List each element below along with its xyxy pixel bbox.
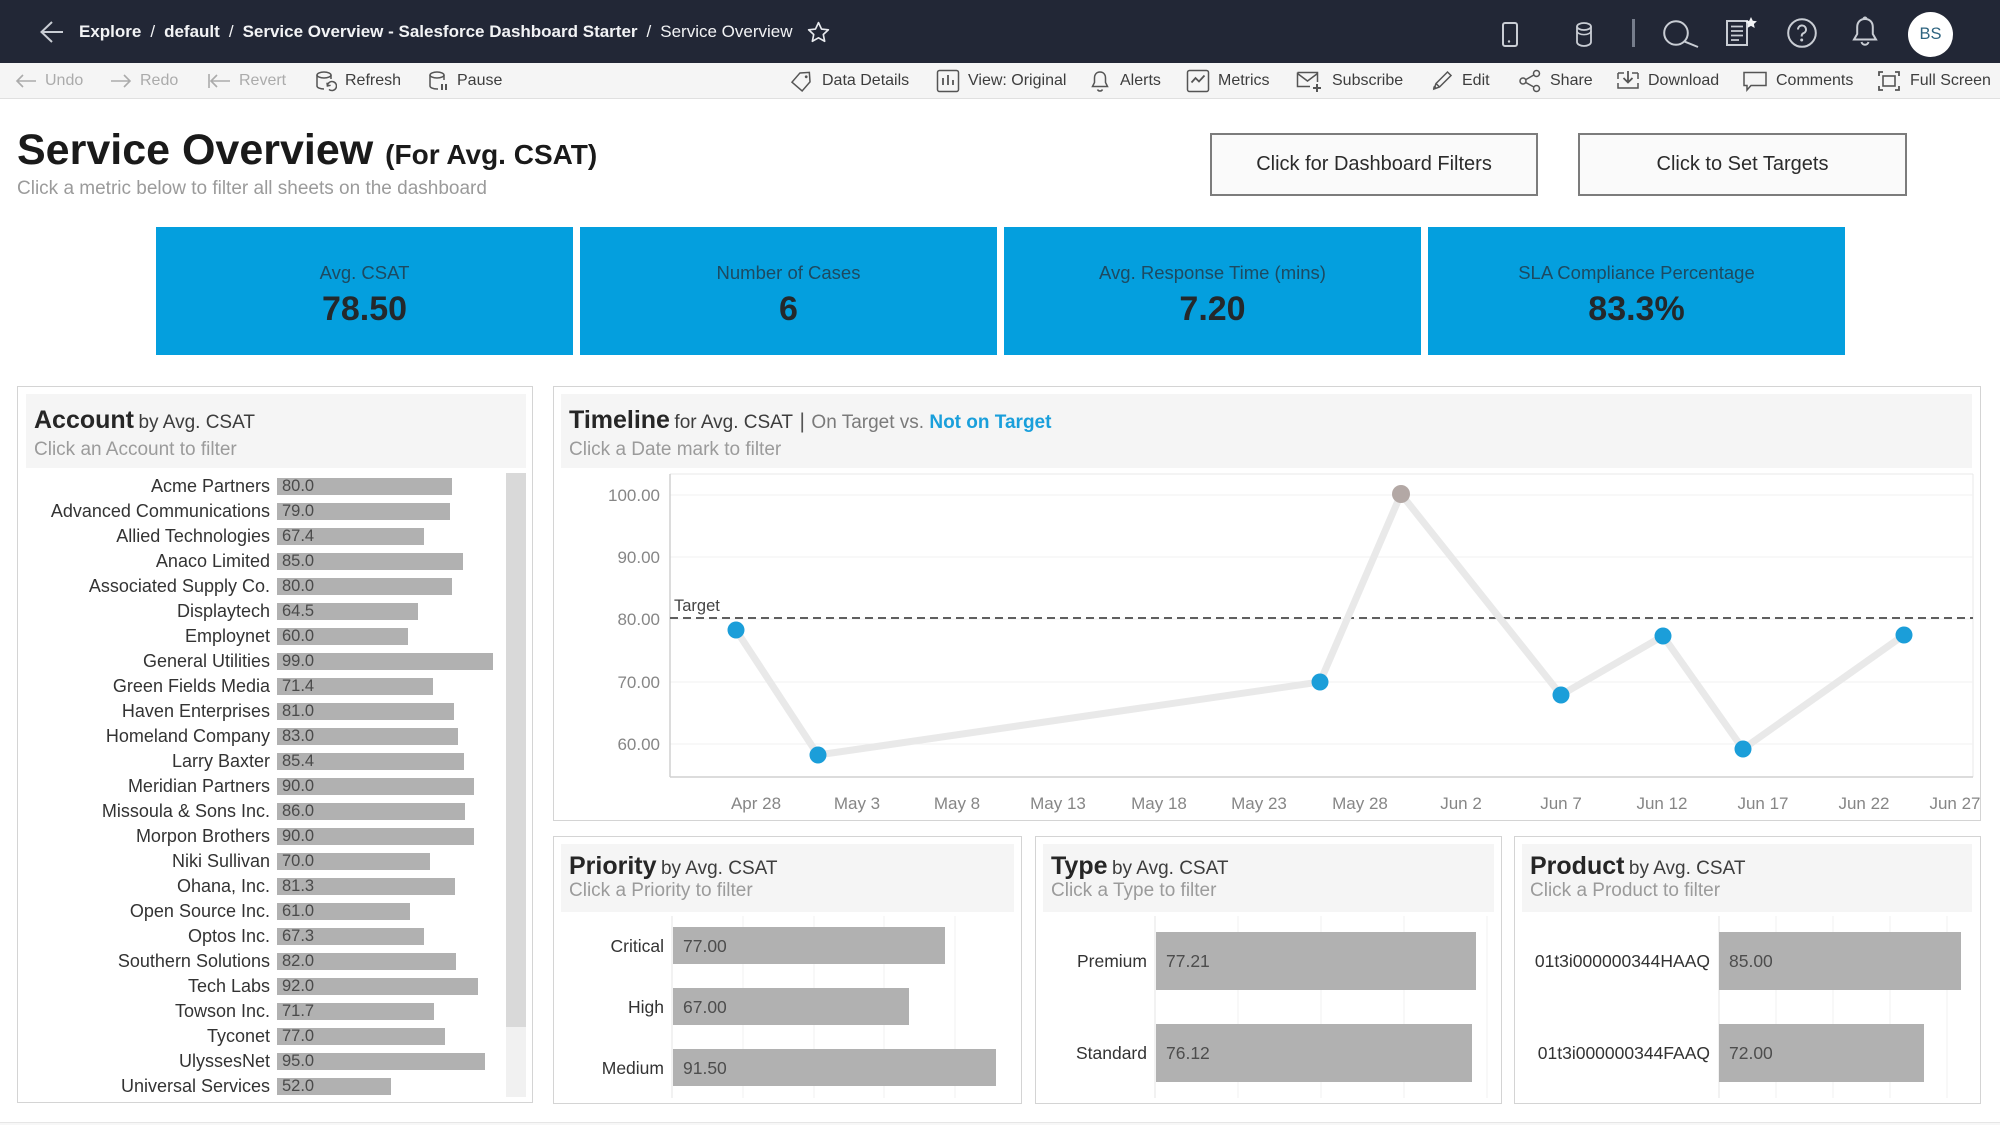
svg-text:Jun 12: Jun 12 (1636, 794, 1687, 813)
svg-text:77.21: 77.21 (1166, 951, 1210, 971)
svg-text:Premium: Premium (1077, 951, 1147, 971)
svg-text:01t3i000000344FAAQ: 01t3i000000344FAAQ (1538, 1043, 1710, 1063)
svg-text:77.00: 77.00 (683, 936, 727, 956)
svg-text:May 28: May 28 (1332, 794, 1388, 813)
svg-text:Standard: Standard (1076, 1043, 1147, 1063)
svg-text:Apr 28: Apr 28 (731, 794, 781, 813)
svg-text:Jun 27: Jun 27 (1929, 794, 1980, 813)
svg-text:76.12: 76.12 (1166, 1043, 1210, 1063)
svg-text:90.00: 90.00 (617, 548, 660, 567)
svg-text:100.00: 100.00 (608, 486, 660, 505)
svg-text:Jun 17: Jun 17 (1737, 794, 1788, 813)
svg-text:80.00: 80.00 (617, 610, 660, 629)
svg-text:Medium: Medium (602, 1058, 664, 1078)
svg-text:85.00: 85.00 (1729, 951, 1773, 971)
svg-text:Critical: Critical (611, 936, 664, 956)
svg-text:Jun 22: Jun 22 (1838, 794, 1889, 813)
svg-text:72.00: 72.00 (1729, 1043, 1773, 1063)
svg-text:May 3: May 3 (834, 794, 880, 813)
svg-text:May 8: May 8 (934, 794, 980, 813)
svg-text:Jun 2: Jun 2 (1440, 794, 1482, 813)
svg-text:91.50: 91.50 (683, 1058, 727, 1078)
svg-text:May 18: May 18 (1131, 794, 1187, 813)
svg-text:High: High (628, 997, 664, 1017)
svg-text:01t3i000000344HAAQ: 01t3i000000344HAAQ (1535, 951, 1710, 971)
svg-text:May 23: May 23 (1231, 794, 1287, 813)
svg-text:Target: Target (674, 597, 720, 615)
svg-text:May 13: May 13 (1030, 794, 1086, 813)
svg-text:60.00: 60.00 (617, 735, 660, 754)
svg-text:70.00: 70.00 (617, 673, 660, 692)
svg-text:67.00: 67.00 (683, 997, 727, 1017)
svg-text:Jun 7: Jun 7 (1540, 794, 1582, 813)
